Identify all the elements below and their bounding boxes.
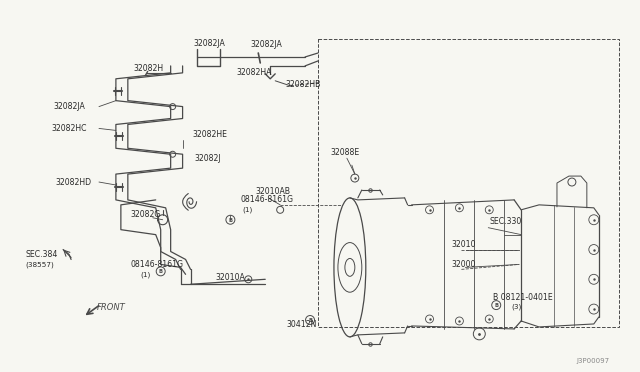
Text: 32088E: 32088E (330, 148, 359, 157)
Text: 32000: 32000 (451, 260, 476, 269)
Text: (1): (1) (242, 206, 252, 213)
Text: B: B (159, 269, 163, 274)
Text: 32010A: 32010A (216, 273, 245, 282)
Text: SEC.384: SEC.384 (26, 250, 58, 259)
Text: 32010AB: 32010AB (255, 187, 291, 196)
Text: (1): (1) (141, 271, 151, 278)
Text: 32082G: 32082G (131, 210, 161, 219)
Text: (3): (3) (511, 304, 521, 310)
Text: 32082JA: 32082JA (250, 39, 282, 49)
Text: 32082JA: 32082JA (193, 39, 225, 48)
Text: 32082HD: 32082HD (55, 177, 92, 186)
Text: 08146-8161G: 08146-8161G (241, 195, 293, 204)
Text: 08146-8161G: 08146-8161G (131, 260, 184, 269)
Text: SEC.330: SEC.330 (489, 217, 522, 226)
Text: FRONT: FRONT (97, 302, 125, 312)
Text: B: B (494, 303, 498, 308)
Text: 32082HB: 32082HB (285, 80, 321, 89)
Text: 32082HA: 32082HA (236, 68, 272, 77)
Text: 32082HC: 32082HC (51, 124, 86, 133)
Text: 30412N: 30412N (286, 320, 317, 330)
Text: B: B (308, 318, 312, 323)
Bar (318, 39, 619, 327)
Text: B: B (228, 218, 232, 222)
Text: J3P00097: J3P00097 (577, 358, 610, 364)
Text: 32082JA: 32082JA (53, 102, 85, 111)
Text: (38557): (38557) (26, 261, 54, 268)
Text: 32082H: 32082H (134, 64, 164, 73)
Text: 32010: 32010 (451, 240, 476, 249)
Text: 32082J: 32082J (195, 154, 221, 163)
Text: 32082HE: 32082HE (193, 130, 228, 139)
Text: B 08121-0401E: B 08121-0401E (493, 293, 553, 302)
